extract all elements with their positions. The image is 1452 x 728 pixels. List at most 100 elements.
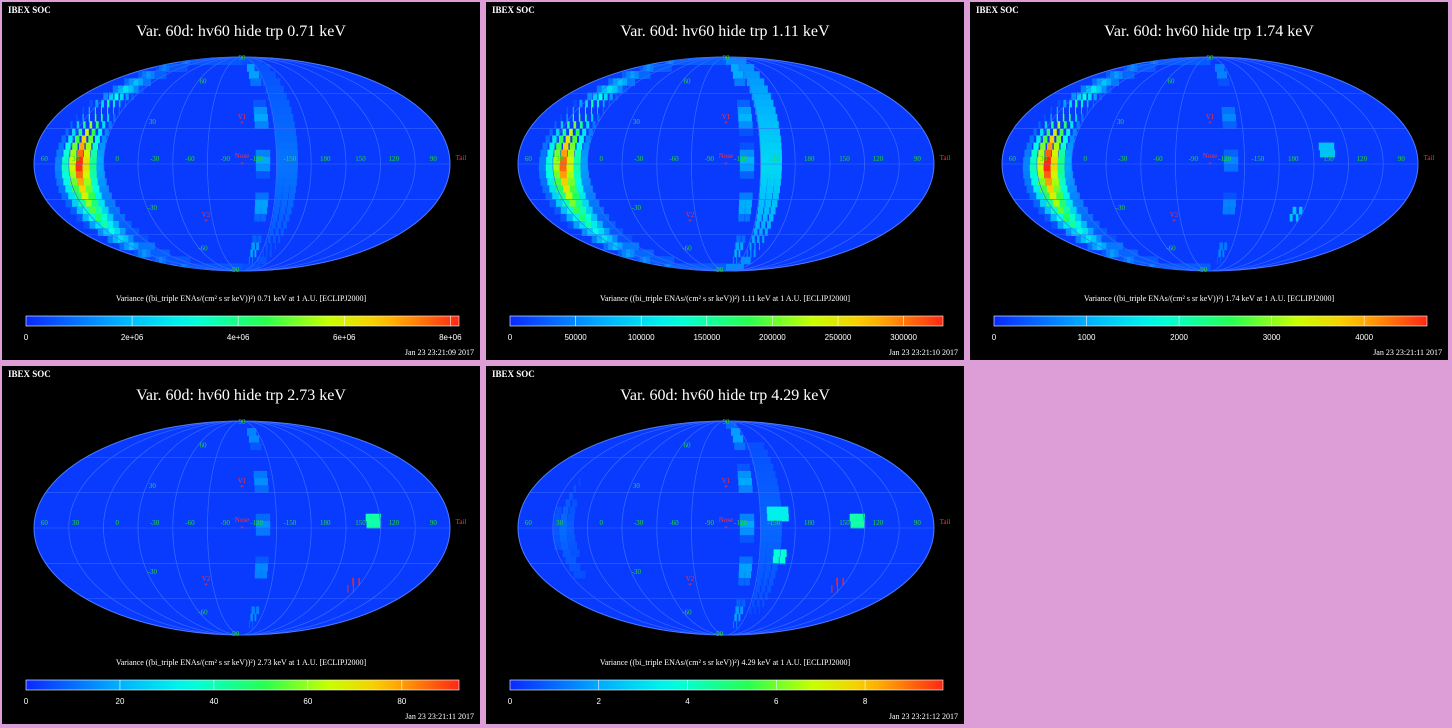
lon-label: 30 <box>556 155 564 163</box>
lat-label: 30 <box>633 118 641 126</box>
lat-label: 30 <box>149 482 157 490</box>
ibex-soc-label: IBEX SOC <box>8 369 51 379</box>
colorbar-tick: 80 <box>397 697 407 706</box>
timestamp: Jan 23 23:21:11 2017 <box>1373 348 1442 357</box>
lon-label: 0 <box>115 155 119 163</box>
nose-label: Nose <box>235 516 249 524</box>
map-panel-1.74kev: 60 30 0 -30 -60 -90 -120 -150 180 150 120 90 90 60 30 -… <box>970 2 1448 360</box>
lon-label: -60 <box>185 155 195 163</box>
lon-label: 30 <box>1040 155 1048 163</box>
lon-label: 180 <box>320 519 331 527</box>
lon-label: 60 <box>525 519 533 527</box>
lat-label: -30 <box>1116 204 1126 212</box>
map-svg: 60 30 0 -30 -60 -90 -120 -150 180 150 120 90 90 60 30 -… <box>993 54 1435 327</box>
v1-marker: * <box>240 120 244 128</box>
colorbar <box>25 679 460 691</box>
colorbar-tick: 50000 <box>564 333 587 342</box>
lat-label: -60 <box>198 244 208 252</box>
lat-label: 60 <box>683 442 691 450</box>
colorbar-tick: 150000 <box>693 333 721 342</box>
v2-label: V2 <box>202 575 211 583</box>
nose-marker: * <box>724 161 728 169</box>
v1-marker: * <box>724 120 728 128</box>
map-title: Var. 60d: hv60 hide trp 2.73 keV <box>136 387 346 404</box>
v1-label: V1 <box>238 477 247 485</box>
colorbar <box>509 315 944 327</box>
colorbar-tick: 0 <box>991 333 997 342</box>
graticule <box>34 56 450 272</box>
map-panel-4.29kev: 60 30 0 -30 -60 -90 -120 -150 180 150 120 90 90 60 30-… <box>486 366 964 724</box>
lon-label: -30 <box>634 155 644 163</box>
ibex-soc-label: IBEX SOC <box>8 5 51 15</box>
lon-label: 90 <box>430 155 438 163</box>
colorbar-tick: 20 <box>115 697 125 706</box>
colorbar-tick: 4000 <box>1355 333 1374 342</box>
map-panel-2.73kev: 60 30 0 -30 -60 -90 -120 -150 180 150 120 90 90 60 30 -… <box>2 366 480 724</box>
v1-label: V1 <box>722 113 731 121</box>
sky-map-pixels <box>54 57 298 271</box>
timestamp: Jan 23 23:21:10 2017 <box>888 348 958 357</box>
map-panel-0.71kev: 60 30 0 -30 -60 -90 -120 -150 180 150 120 90 90 60 30 -… <box>2 2 480 360</box>
lon-label: -30 <box>150 519 160 527</box>
map-svg: 60 30 0 -30 -60 -90 -120 -150 180 150 120 90 90 60 30 -… <box>25 418 466 691</box>
nose-label: Nose <box>235 152 249 160</box>
v1-label: V1 <box>1206 113 1215 121</box>
lon-label: -150 <box>283 519 296 527</box>
colorbar-tick: 6e+06 <box>333 333 356 342</box>
graticule <box>1002 56 1418 272</box>
colorbar-tick: 6 <box>774 697 779 706</box>
map-title: Var. 60d: hv60 hide trp 1.74 keV <box>1104 23 1314 40</box>
graticule <box>518 420 934 636</box>
sky-map-pixels <box>538 57 782 271</box>
timestamp: Jan 23 23:21:12 2017 <box>888 712 958 721</box>
colorbar-label: Variance ((bi_triple ENAs/(cm² s sr keV)… <box>599 294 851 303</box>
tail-label: Tail <box>456 154 467 162</box>
lat-label: 60 <box>199 78 207 86</box>
lon-label: -30 <box>634 519 644 527</box>
ibex-soc-label: IBEX SOC <box>976 5 1019 15</box>
sky-map-pixels <box>246 428 382 629</box>
lon-label: 30 <box>556 519 564 527</box>
lon-label: 120 <box>873 155 884 163</box>
lon-label: 0 <box>1083 155 1087 163</box>
v2-marker: * <box>688 218 692 226</box>
lon-label: 90 <box>914 155 922 163</box>
colorbar-tick: 8 <box>862 697 868 706</box>
lon-label: 120 <box>389 155 400 163</box>
lat-label: -30 <box>148 204 158 212</box>
lat-label: -90 <box>714 630 724 638</box>
nose-marker: * <box>240 525 244 533</box>
lat-label: 90 <box>723 418 731 426</box>
colorbar-label: Variance ((bi_triple ENAs/(cm² s sr keV)… <box>599 658 851 667</box>
v2-marker: * <box>204 582 208 590</box>
colorbar-tick: 250000 <box>824 333 852 342</box>
lon-label: 60 <box>41 519 49 527</box>
lon-label: -60 <box>669 519 679 527</box>
v2-label: V2 <box>686 211 695 219</box>
lon-label: 90 <box>1398 155 1406 163</box>
lon-label: -60 <box>669 155 679 163</box>
lat-label: -30 <box>148 568 158 576</box>
colorbar-label: Variance ((bi_triple ENAs/(cm² s sr keV)… <box>115 658 367 667</box>
lon-label: 150 <box>355 519 366 527</box>
lon-label: 60 <box>41 155 49 163</box>
lon-label: 120 <box>1357 155 1368 163</box>
nose-label: Nose <box>1203 152 1217 160</box>
lon-label: 0 <box>115 519 119 527</box>
tail-label: Tail <box>1424 154 1435 162</box>
lat-label: -30 <box>632 568 642 576</box>
lat-label: 60 <box>683 78 691 86</box>
colorbar-tick: 200000 <box>759 333 786 342</box>
graticule <box>518 56 934 272</box>
colorbar-tick: 100000 <box>627 333 655 342</box>
lat-label: -60 <box>1166 244 1176 252</box>
colorbar-tick: 60 <box>303 697 313 706</box>
v1-marker: * <box>1208 120 1212 128</box>
timestamp: Jan 23 23:21:09 2017 <box>404 348 474 357</box>
v2-label: V2 <box>686 575 695 583</box>
lon-label: -30 <box>1118 155 1128 163</box>
lon-label: -90 <box>1189 155 1199 163</box>
colorbar-tick: 300000 <box>890 333 917 342</box>
timestamp: Jan 23 23:21:11 2017 <box>405 712 474 721</box>
lat-label: -30 <box>632 204 642 212</box>
